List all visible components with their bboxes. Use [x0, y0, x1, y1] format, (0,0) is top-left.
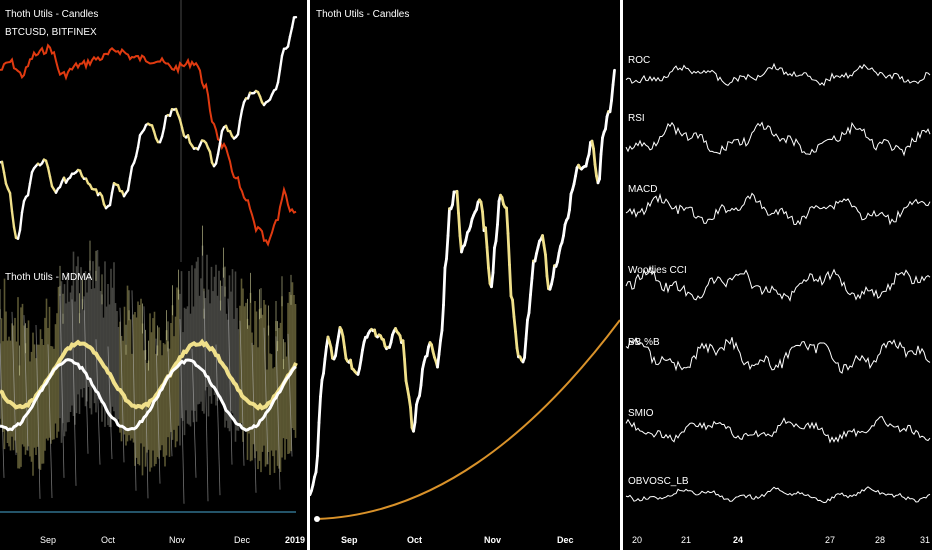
mdma-bands	[0, 225, 297, 504]
right-x-tick-28: 28	[875, 535, 886, 545]
right-x-tick-24: 24	[733, 535, 744, 545]
indicator-label-smio: SMIO	[628, 408, 654, 419]
indicator-line-3	[625, 265, 931, 302]
right-x-tick-31: 31	[920, 535, 931, 545]
mid-x-tick-dec: Dec	[557, 535, 574, 545]
mid-x-tick-nov: Nov	[484, 535, 502, 545]
indicator-line-6	[625, 486, 931, 504]
indicators-canvas[interactable]	[623, 0, 932, 550]
mdma-title: Thoth Utils - MDMA	[5, 272, 93, 283]
curve-start-dot	[314, 516, 320, 522]
mid-x-tick-sep: Sep	[341, 535, 358, 545]
x-tick-sep: Sep	[40, 535, 57, 545]
middle-chart-panel[interactable]: Thoth Utils - Candles Sep Oct Nov Dec	[310, 0, 620, 550]
middle-candle-line	[310, 68, 616, 497]
indicator-label-rsi: RSI	[628, 113, 645, 124]
indicator-label-obvosc: OBVOSC_LB	[628, 476, 689, 487]
indicator-label-macd: MACD	[628, 184, 658, 195]
mdma-white-line	[0, 358, 297, 432]
left-candle-line	[0, 15, 298, 240]
indicator-label-roc: ROC	[628, 55, 651, 66]
symbol-label: BTCUSD, BITFINEX	[5, 27, 97, 38]
x-tick-dec: Dec	[234, 535, 251, 545]
indicator-line-1	[625, 121, 931, 157]
panel-divider-right[interactable]	[620, 0, 623, 550]
indicator-label-bb-percent-b: BB %B	[628, 337, 660, 348]
right-x-tick-21: 21	[681, 535, 692, 545]
left-candles-title: Thoth Utils - Candles	[5, 9, 99, 20]
x-tick-nov: Nov	[169, 535, 186, 545]
panel-divider-left[interactable]	[307, 0, 310, 550]
orange-curve-line	[316, 319, 620, 520]
indicator-line-2	[625, 192, 931, 226]
indicator-line-4	[625, 337, 931, 374]
x-tick-2019: 2019	[285, 535, 306, 545]
x-tick-oct: Oct	[101, 535, 116, 545]
right-x-tick-27: 27	[825, 535, 836, 545]
middle-candles-title: Thoth Utils - Candles	[316, 9, 410, 20]
red-series-line	[0, 43, 297, 247]
indicator-line-0	[625, 62, 931, 87]
indicator-label-woodies-cci: Woodies CCI	[628, 265, 687, 276]
indicator-line-5	[625, 415, 931, 444]
middle-chart-canvas[interactable]	[310, 0, 620, 550]
mid-x-tick-oct: Oct	[407, 535, 423, 545]
right-x-tick-20: 20	[632, 535, 643, 545]
right-indicators-panel[interactable]: ROC RSI MACD Woodies CCI BB %B SMIO OBVO…	[623, 0, 932, 550]
left-chart-canvas[interactable]	[0, 0, 307, 550]
left-chart-panel[interactable]: Thoth Utils - Candles BTCUSD, BITFINEX T…	[0, 0, 307, 550]
